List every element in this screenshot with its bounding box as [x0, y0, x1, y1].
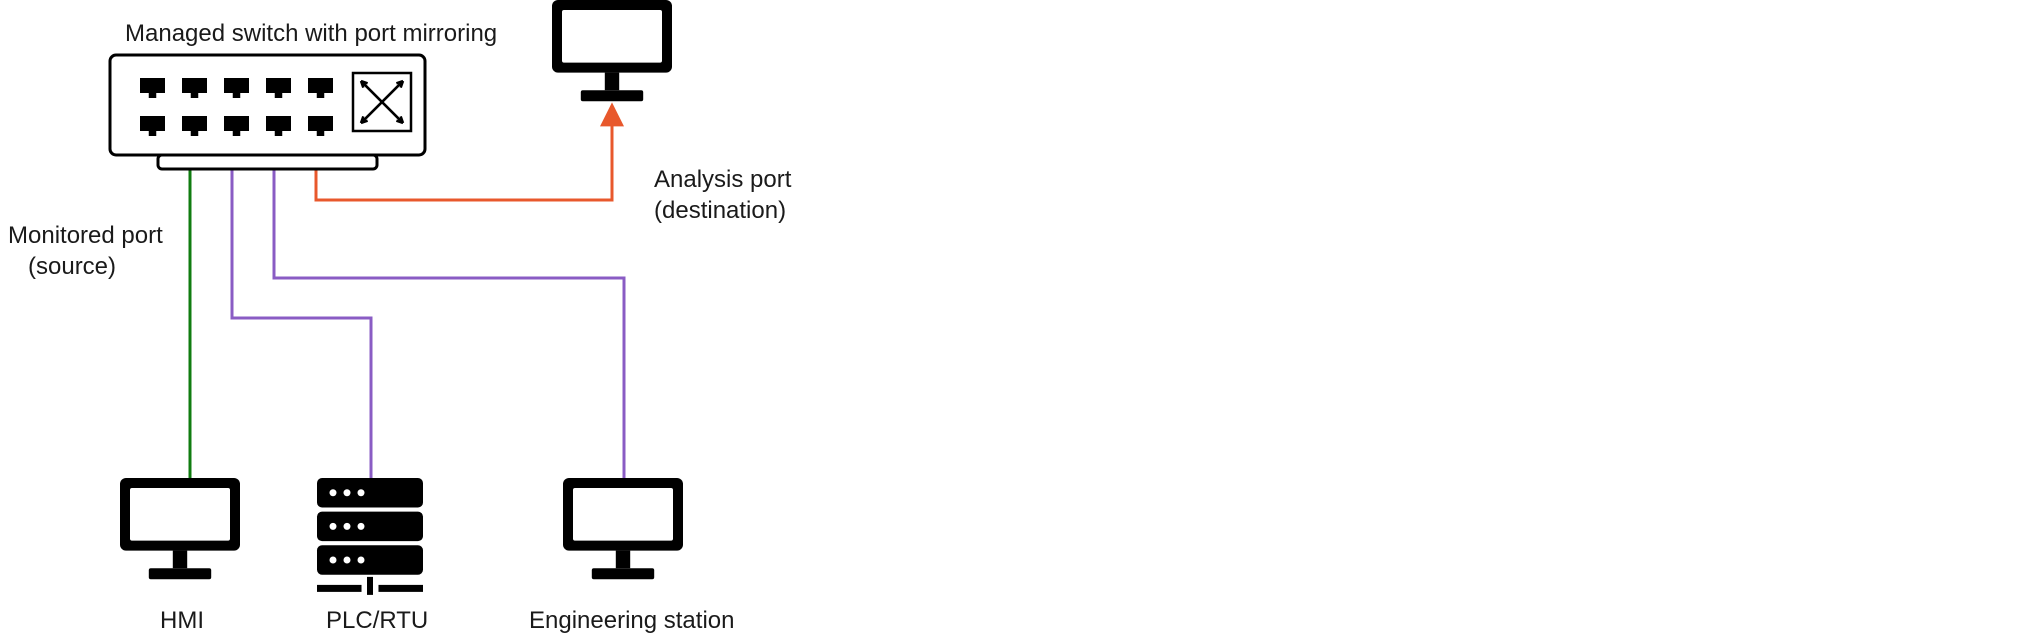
hmi-monitor-icon [120, 478, 240, 579]
edge-plc-to-switch [232, 132, 371, 478]
switch-title-label: Managed switch with port mirroring [125, 18, 497, 49]
analysis-port-label: Analysis port (destination) [654, 164, 791, 226]
plc-rtu-server-icon [317, 478, 423, 595]
analyzer-monitor-icon [552, 0, 672, 101]
network-diagram-svg [0, 0, 2034, 640]
managed-switch-icon [110, 55, 425, 169]
diagram-canvas: Managed switch with port mirroring Monit… [0, 0, 2034, 640]
monitored-port-label: Monitored port (source) [8, 220, 163, 282]
hmi-label: HMI [160, 605, 204, 636]
engineering-station-monitor-icon [563, 478, 683, 579]
plc-rtu-label: PLC/RTU [326, 605, 428, 636]
engineering-station-label: Engineering station [529, 605, 734, 636]
edge-eng-to-switch [274, 132, 624, 478]
